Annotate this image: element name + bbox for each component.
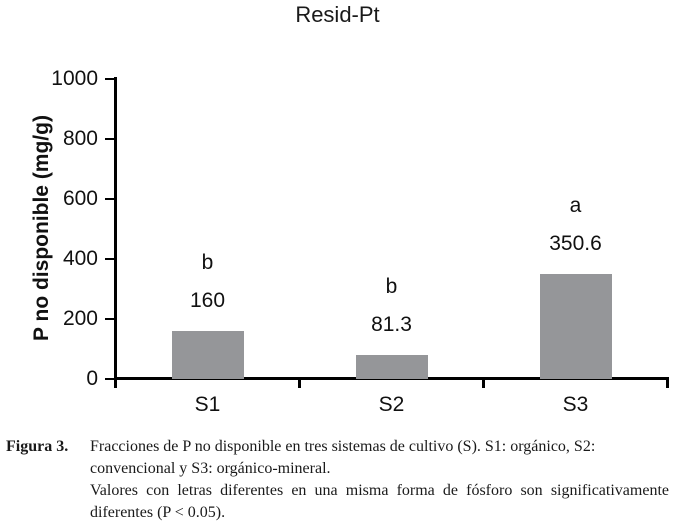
figure-caption: Figura 3. Fracciones de P no disponible … <box>6 436 669 524</box>
bar-value-label: 160 <box>189 289 226 312</box>
y-axis-line <box>114 77 117 388</box>
y-axis-label: P no disponible (mg/g) <box>30 115 53 341</box>
y-axis-tick <box>105 138 115 140</box>
x-axis-tick <box>666 377 669 388</box>
y-axis-tick <box>105 78 115 80</box>
bar-S2 <box>355 354 428 379</box>
y-tick-label: 600 <box>62 187 98 210</box>
y-tick-label: 400 <box>62 247 98 270</box>
plot-area: P no disponible (mg/g) 0 200 400 600 800 1000… <box>30 67 669 416</box>
caption-label: Figura 3. <box>6 438 69 455</box>
y-tick-label: 0 <box>86 367 98 390</box>
bar-S3 <box>539 273 612 379</box>
x-category-label: S3 <box>562 393 589 416</box>
bar-value-label: 81.3 <box>371 312 412 336</box>
y-axis-tick <box>105 378 115 380</box>
y-tick-label: 200 <box>62 307 98 330</box>
bar-S1 <box>171 331 244 379</box>
x-axis-tick <box>298 377 301 388</box>
y-axis-tick <box>105 258 115 260</box>
significance-letter: a <box>569 193 582 217</box>
x-axis-tick <box>114 377 117 388</box>
bar-value-label: 350.6 <box>549 231 602 255</box>
y-axis-tick <box>105 198 115 200</box>
caption-paragraph-1: Fracciones de P no disponible en tres si… <box>90 438 596 477</box>
x-axis-tick <box>482 377 485 388</box>
x-category-label: S1 <box>194 393 221 416</box>
y-tick-label: 800 <box>62 127 98 150</box>
caption-body: Fracciones de P no disponible en tres si… <box>90 436 669 524</box>
y-axis-tick <box>105 318 115 320</box>
significance-letter: b <box>201 251 214 274</box>
chart-title: Resid-Pt <box>295 2 380 27</box>
y-tick-label: 1000 <box>51 67 98 90</box>
x-category-label: S2 <box>378 393 405 416</box>
caption-paragraph-2: Valores con letras diferentes en una mis… <box>90 482 669 521</box>
significance-letter: b <box>385 274 398 298</box>
